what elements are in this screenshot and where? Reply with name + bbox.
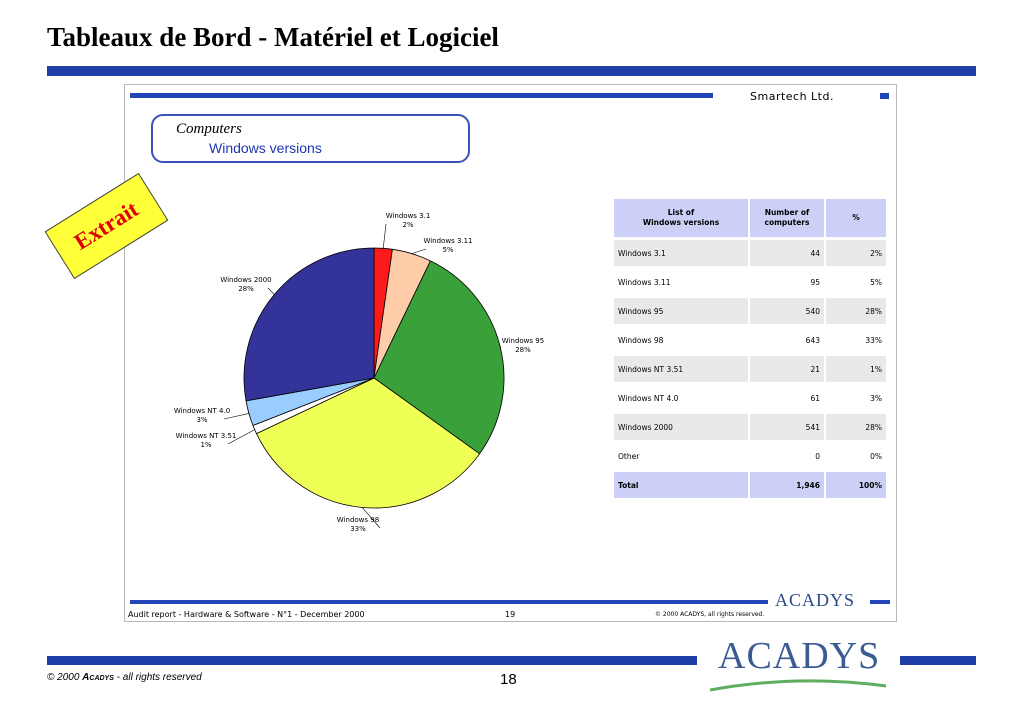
copyright-notice: © 2000 Acadys - all rights reserved	[47, 672, 202, 683]
company-name: Smartech Ltd.	[750, 90, 834, 103]
table-row: Windows 2000 541 28%	[614, 414, 886, 440]
table-row: Windows NT 3.51 21 1%	[614, 356, 886, 382]
header-count: Number of computers	[750, 199, 824, 237]
total-percent: 100%	[826, 472, 886, 498]
row-version: Windows NT 4.0	[614, 385, 748, 411]
row-percent: 0%	[826, 443, 886, 469]
report-header-bar	[130, 93, 713, 98]
table-row: Windows NT 4.0 61 3%	[614, 385, 886, 411]
row-percent: 2%	[826, 240, 886, 266]
report-footer-page: 19	[505, 610, 516, 619]
acadys-logo-swoosh	[709, 679, 887, 692]
pie-label-windows-98: Windows 98	[337, 516, 379, 524]
pie-label-windows-3-11: Windows 3.11	[423, 237, 472, 245]
windows-versions-table: List of Windows versions Number of compute…	[612, 196, 888, 501]
pie-leader-windows-nt-3-51	[227, 429, 255, 445]
header-versions-line2: Windows versions	[642, 218, 720, 227]
header-count-line1: Number of	[764, 208, 810, 217]
section-subtitle: Windows versions	[209, 140, 322, 156]
pie-label-windows-2000: Windows 2000	[220, 276, 271, 284]
row-count: 540	[750, 298, 824, 324]
header-count-line2: computers	[764, 218, 810, 227]
table-row: Windows 3.1 44 2%	[614, 240, 886, 266]
pie-leader-windows-2000	[267, 287, 275, 295]
pie-label-windows-95: Windows 95	[502, 337, 544, 345]
row-version: Windows NT 3.51	[614, 356, 748, 382]
pie-percent-windows-95: 28%	[515, 346, 531, 354]
row-percent: 28%	[826, 298, 886, 324]
pie-percent-windows-nt-4-0: 3%	[196, 416, 207, 424]
row-version: Windows 2000	[614, 414, 748, 440]
row-count: 643	[750, 327, 824, 353]
section-heading-box	[151, 114, 470, 163]
table-row: Windows 98 643 33%	[614, 327, 886, 353]
row-version: Other	[614, 443, 748, 469]
row-percent: 28%	[826, 414, 886, 440]
table-row: Other 0 0%	[614, 443, 886, 469]
row-percent: 33%	[826, 327, 886, 353]
pie-percent-windows-3-1: 2%	[402, 221, 413, 229]
row-count: 61	[750, 385, 824, 411]
windows-versions-pie-chart: Windows 3.12%Windows 3.115%Windows 9528%…	[174, 212, 544, 533]
header-percent: %	[826, 199, 886, 237]
pie-leader-windows-3-11	[411, 248, 427, 254]
table-row: Windows 95 540 28%	[614, 298, 886, 324]
row-percent: 3%	[826, 385, 886, 411]
acadys-logo: ACADYS	[718, 635, 881, 677]
pie-leader-windows-98	[362, 507, 381, 529]
row-percent: 5%	[826, 269, 886, 295]
report-footer-bar-end	[870, 600, 890, 604]
table-header-row: List of Windows versions Number of compute…	[614, 199, 886, 237]
pie-percent-windows-nt-3-51: 1%	[200, 441, 211, 449]
row-version: Windows 3.11	[614, 269, 748, 295]
pie-leader-windows-95	[499, 345, 502, 350]
top-divider-bar	[47, 66, 976, 76]
copyright-brand: Acadys	[82, 672, 114, 683]
row-count: 541	[750, 414, 824, 440]
row-count: 95	[750, 269, 824, 295]
report-footer-left: Audit report - Hardware & Software - N°1…	[128, 610, 365, 619]
row-count: 21	[750, 356, 824, 382]
report-footer-bar	[130, 600, 768, 604]
pie-slice-windows-95	[373, 260, 505, 455]
pie-label-windows-nt-4-0: Windows NT 4.0	[174, 407, 230, 415]
header-versions-line1: List of	[667, 208, 695, 217]
bottom-divider-right	[900, 656, 976, 665]
row-percent: 1%	[826, 356, 886, 382]
pie-label-windows-nt-3-51: Windows NT 3.51	[176, 432, 237, 440]
pie-percent-windows-98: 33%	[350, 525, 366, 533]
pie-slice-windows-2000	[243, 247, 375, 402]
copyright-prefix: © 2000	[47, 672, 83, 683]
table-row: Windows 3.11 95 5%	[614, 269, 886, 295]
pie-leader-windows-nt-4-0	[223, 413, 249, 420]
row-version: Windows 3.1	[614, 240, 748, 266]
table-total-row: Total 1,946 100%	[614, 472, 886, 498]
pie-percent-windows-3-11: 5%	[442, 246, 453, 254]
page-number: 18	[500, 671, 517, 688]
section-title: Computers	[176, 121, 242, 137]
pie-slice-windows-98	[255, 377, 481, 509]
pie-label-windows-3-1: Windows 3.1	[386, 212, 431, 220]
row-count: 0	[750, 443, 824, 469]
report-header-square	[880, 93, 889, 99]
header-versions: List of Windows versions	[614, 199, 748, 237]
report-acadys-logo: ACADYS	[775, 590, 856, 610]
slide-title: Tableaux de Bord - Matériel et Logiciel	[47, 22, 499, 52]
row-version: Windows 98	[614, 327, 748, 353]
copyright-suffix: - all rights reserved	[113, 672, 202, 683]
total-label: Total	[614, 472, 748, 498]
row-version: Windows 95	[614, 298, 748, 324]
report-footer-right: © 2000 ACADYS, all rights reserved.	[655, 611, 765, 618]
bottom-divider-left	[47, 656, 697, 665]
pie-leader-windows-3-1	[382, 223, 387, 249]
row-count: 44	[750, 240, 824, 266]
total-count: 1,946	[750, 472, 824, 498]
pie-percent-windows-2000: 28%	[238, 285, 254, 293]
